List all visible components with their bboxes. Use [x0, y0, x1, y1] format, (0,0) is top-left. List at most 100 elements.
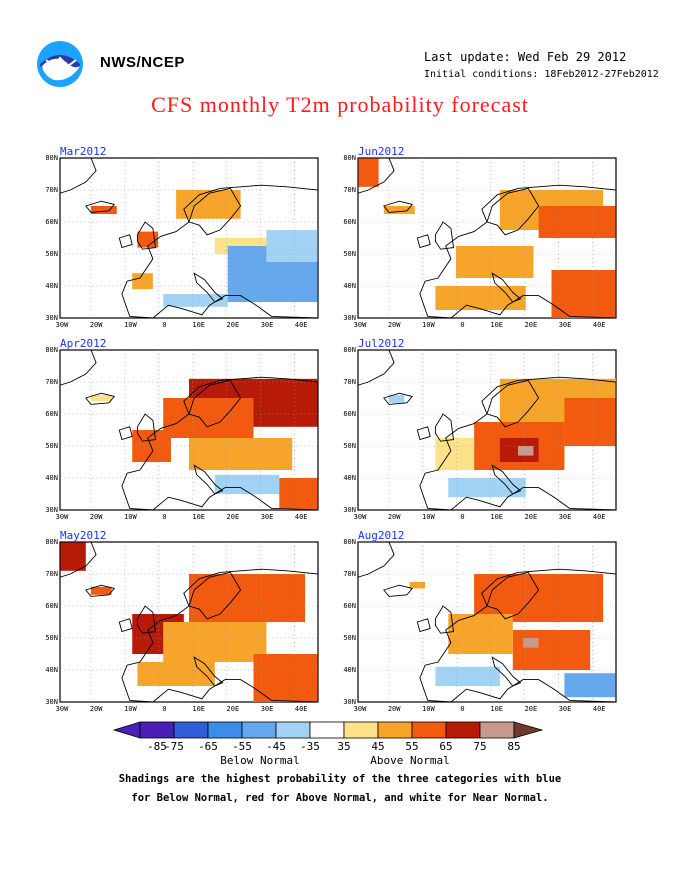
lon-tick-label: 30W — [56, 321, 69, 329]
colorbar-swatch — [309, 721, 345, 739]
lon-tick-label: 10E — [192, 513, 205, 521]
coastline — [357, 541, 395, 578]
coastline — [118, 618, 133, 633]
lon-tick-label: 20E — [227, 321, 240, 329]
colorbar-label: 75 — [473, 740, 486, 753]
coastline — [59, 541, 97, 578]
probability-cell — [60, 542, 86, 571]
lat-tick-label: 50N — [45, 634, 58, 642]
probability-cell — [253, 654, 318, 702]
probability-cell — [137, 231, 159, 248]
lon-tick-label: 0 — [460, 513, 464, 521]
coastline — [416, 234, 431, 249]
coastline — [85, 392, 115, 405]
coastline — [419, 184, 617, 319]
lon-tick-label: 10E — [490, 705, 503, 713]
colorbar-swatch — [411, 721, 447, 739]
lat-tick-label: 40N — [343, 666, 356, 674]
coastline — [85, 584, 115, 597]
colorbar-label: -65 — [198, 740, 218, 753]
lat-tick-label: 70N — [343, 378, 356, 386]
lon-tick-label: 20E — [227, 513, 240, 521]
coastline — [434, 413, 455, 442]
probability-cell — [512, 630, 591, 670]
lat-tick-label: 60N — [343, 602, 356, 610]
lat-tick-label: 60N — [45, 218, 58, 226]
lon-tick-label: 30E — [559, 513, 572, 521]
coastline — [118, 426, 133, 441]
lon-tick-label: 0 — [460, 705, 464, 713]
probability-cell — [388, 394, 405, 403]
probability-cell — [163, 398, 254, 438]
probability-cell — [435, 286, 526, 310]
lon-tick-label: 30E — [559, 705, 572, 713]
lat-tick-label: 50N — [343, 250, 356, 258]
colorbar-swatch — [173, 721, 209, 739]
probability-cell — [551, 270, 616, 318]
lon-tick-label: 0 — [162, 513, 166, 521]
colorbar-label: -75 — [164, 740, 184, 753]
coastline — [491, 656, 522, 687]
lon-tick-label: 10E — [490, 513, 503, 521]
colorbar-arrow-right — [513, 721, 544, 739]
lon-tick-label: 0 — [162, 321, 166, 329]
colorbar-swatch — [139, 721, 175, 739]
coastline — [416, 618, 431, 633]
colorbar-label: 35 — [337, 740, 350, 753]
coastline — [486, 187, 540, 236]
lon-tick-label: 20E — [227, 705, 240, 713]
below-normal-label: Below Normal — [220, 754, 299, 767]
lat-tick-label: 60N — [45, 410, 58, 418]
probability-cell — [517, 446, 534, 456]
probability-cell — [383, 206, 415, 214]
initial-conditions: Initial conditions: 18Feb2012-27Feb2012 — [424, 69, 659, 80]
coastline — [486, 571, 540, 620]
probability-cell — [90, 394, 112, 402]
lon-tick-label: 20E — [525, 705, 538, 713]
lat-tick-label: 40N — [45, 282, 58, 290]
probability-cell — [564, 398, 616, 446]
lat-tick-label: 70N — [343, 186, 356, 194]
probability-cell — [435, 666, 500, 686]
probability-cell — [523, 638, 539, 648]
lat-tick-label: 30N — [45, 506, 58, 514]
noaa-logo — [37, 41, 83, 87]
coastline — [136, 605, 157, 634]
probability-cell — [266, 230, 318, 262]
lon-tick-label: 30E — [261, 321, 274, 329]
coastline — [419, 568, 617, 703]
probability-cell — [90, 206, 117, 214]
lon-tick-label: 10E — [192, 321, 205, 329]
lon-tick-label: 10W — [422, 705, 435, 713]
coastline — [118, 234, 133, 249]
colorbar-label: 45 — [371, 740, 384, 753]
lon-tick-label: 20W — [388, 513, 401, 521]
lon-tick-label: 0 — [162, 705, 166, 713]
lat-tick-label: 70N — [343, 570, 356, 578]
colorbar-label: 85 — [507, 740, 520, 753]
colorbar-label: 55 — [405, 740, 418, 753]
coastline — [357, 157, 395, 194]
probability-cell — [137, 662, 215, 686]
colorbar-label: -55 — [232, 740, 252, 753]
lat-tick-label: 80N — [343, 538, 356, 546]
colorbar-swatch — [479, 721, 515, 739]
lat-tick-label: 30N — [343, 698, 356, 706]
lat-tick-label: 80N — [343, 154, 356, 162]
lat-tick-label: 40N — [343, 474, 356, 482]
lat-tick-label: 80N — [45, 346, 58, 354]
panel-title: Aug2012 — [358, 529, 404, 542]
coastline — [188, 571, 242, 620]
lat-tick-label: 50N — [343, 442, 356, 450]
coastline — [85, 200, 115, 213]
panel-title: May2012 — [60, 529, 106, 542]
lat-tick-label: 80N — [45, 154, 58, 162]
coastline — [121, 376, 319, 511]
lon-tick-label: 30W — [56, 705, 69, 713]
lat-tick-label: 50N — [343, 634, 356, 642]
